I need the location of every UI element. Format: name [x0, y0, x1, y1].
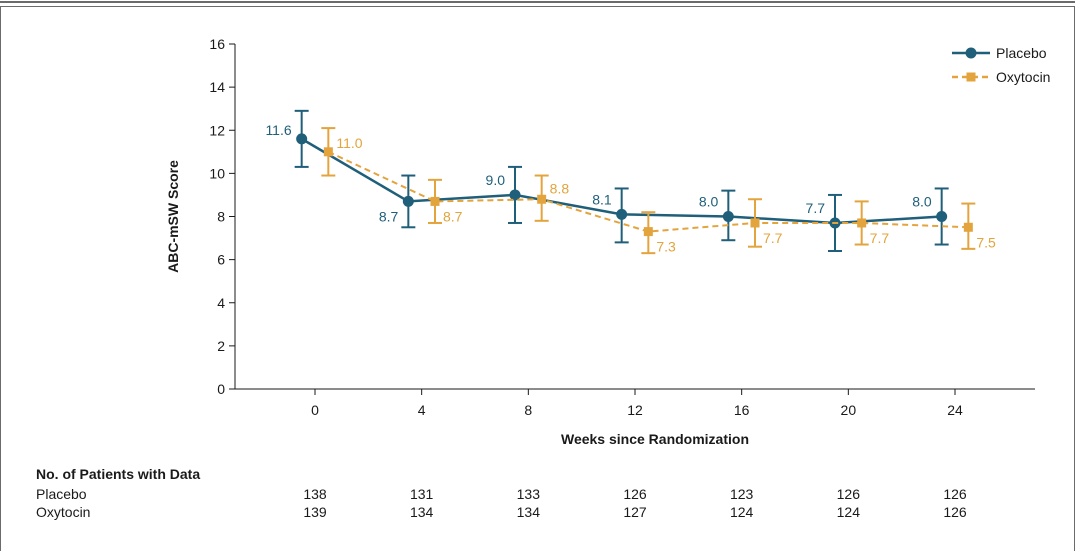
x-tick-label: 4: [418, 402, 426, 418]
point-oxytocin: [323, 147, 333, 157]
data-label-placebo: 8.0: [912, 194, 932, 210]
data-label-oxytocin: 11.0: [336, 135, 362, 151]
table-cell: 126: [943, 486, 967, 502]
table-cell: 126: [943, 504, 967, 520]
x-tick-label: 20: [841, 402, 857, 418]
y-tick-label: 16: [209, 36, 225, 52]
table-cell: 138: [303, 486, 327, 502]
y-tick-label: 0: [217, 381, 225, 397]
table-cell: 124: [836, 504, 860, 520]
point-placebo: [722, 211, 734, 222]
point-oxytocin: [857, 218, 867, 228]
legend: Placebo Oxytocin: [952, 45, 1050, 85]
top-rule: [0, 1, 1075, 3]
y-tick-label: 2: [217, 338, 225, 354]
patients-table-title: No. of Patients with Data: [36, 466, 201, 482]
table-row-label: Oxytocin: [36, 504, 91, 520]
y-tick-label: 14: [209, 79, 225, 95]
data-label-placebo: 8.1: [592, 191, 612, 207]
point-placebo: [616, 208, 628, 220]
table-cell: 123: [729, 486, 754, 502]
legend-marker-placebo: [965, 47, 977, 59]
x-tick-label: 12: [627, 402, 643, 418]
table-cell: 134: [516, 504, 540, 520]
table-cell: 126: [623, 486, 647, 502]
y-tick-label: 4: [217, 295, 225, 311]
y-tick-label: 12: [209, 122, 225, 138]
series-layer: [294, 109, 976, 255]
data-label-oxytocin: 8.7: [443, 208, 463, 224]
y-tick-label: 10: [209, 165, 225, 181]
table-cell: 131: [409, 486, 434, 502]
point-placebo: [936, 211, 948, 222]
y-tick-label: 8: [217, 209, 225, 225]
point-placebo: [402, 195, 414, 207]
point-oxytocin: [963, 222, 973, 232]
data-label-placebo: 7.7: [806, 200, 826, 216]
legend-label-oxytocin: Oxytocin: [996, 69, 1050, 85]
table-row-label: Placebo: [36, 486, 87, 502]
data-label-oxytocin: 7.7: [870, 230, 890, 246]
x-tick-label: 8: [524, 402, 532, 418]
x-tick-label: 0: [311, 402, 319, 418]
table-cell: 139: [303, 504, 327, 520]
point-placebo: [296, 133, 308, 145]
top-rule-thin: [0, 6, 1075, 7]
data-label-placebo: 9.0: [486, 172, 506, 188]
data-label-oxytocin: 7.3: [656, 239, 676, 255]
table-cell: 133: [516, 486, 540, 502]
y-axis-title: ABC-mSW Score: [165, 160, 181, 273]
legend-label-placebo: Placebo: [996, 45, 1047, 61]
data-label-oxytocin: 7.7: [763, 230, 783, 246]
x-axis-title: Weeks since Randomization: [561, 431, 749, 447]
table-row: Placebo 138 131 133 126 123 126 126: [0, 486, 1075, 504]
data-label-oxytocin: 7.5: [976, 234, 996, 250]
table-cell: 134: [409, 504, 434, 520]
table-row: Oxytocin 139 134 134 127 124 124 126: [0, 504, 1075, 522]
point-placebo: [509, 189, 521, 201]
x-tick-label: 24: [947, 402, 963, 418]
point-oxytocin: [750, 218, 760, 228]
table-cell: 127: [623, 504, 647, 520]
data-label-oxytocin: 8.8: [550, 180, 570, 196]
left-rule: [0, 6, 1, 551]
legend-marker-oxytocin: [966, 72, 976, 82]
data-label-placebo: 8.0: [699, 194, 719, 210]
data-label-placebo: 11.6: [265, 122, 291, 138]
x-tick-label: 16: [734, 402, 750, 418]
table-cell: 124: [729, 504, 754, 520]
point-oxytocin: [643, 227, 653, 237]
labels-layer: 11.6 8.7 9.0 8.1 8.0 7.7 8.0 11.0 8.7 8.8 7.3 7.7 7.…: [265, 122, 996, 255]
data-label-placebo: 8.7: [379, 208, 399, 224]
point-oxytocin: [430, 196, 440, 206]
y-tick-label: 6: [217, 252, 225, 268]
table-cell: 126: [836, 486, 860, 502]
point-oxytocin: [537, 194, 547, 204]
